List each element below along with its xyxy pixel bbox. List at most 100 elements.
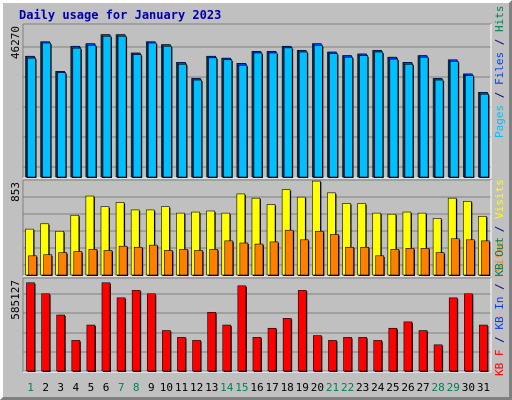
day-label: 8	[133, 381, 140, 394]
sites-bar	[209, 249, 218, 276]
panel-kbytes-y-max-label: 585127	[9, 280, 22, 320]
day-label: 28	[432, 381, 445, 394]
day-label: 24	[371, 381, 385, 394]
kb-f-bar	[116, 297, 126, 372]
day-label: 17	[265, 381, 278, 394]
sites-bar	[254, 243, 264, 276]
sites-bar	[435, 252, 445, 276]
legend-kb-f: KB F	[493, 350, 506, 377]
panel-visits-sites-legend-separator: /	[493, 219, 506, 239]
sites-bar	[73, 251, 83, 276]
pages-bar	[253, 52, 263, 178]
kb-f-bar	[388, 327, 398, 372]
kb-f-bar	[313, 335, 322, 372]
pages-bar	[419, 56, 429, 178]
pages-bar	[208, 57, 217, 178]
kb-f-bar	[86, 324, 96, 372]
pages-bar	[193, 79, 202, 178]
kb-f-bar	[282, 318, 292, 372]
kb-f-bar	[373, 340, 383, 372]
day-label: 19	[296, 381, 309, 394]
kb-f-bar	[56, 314, 65, 372]
sites-bar	[179, 249, 188, 276]
day-label: 29	[447, 381, 460, 394]
kb-f-bar	[222, 324, 232, 372]
sites-bar	[466, 239, 475, 276]
sites-bar	[133, 246, 143, 276]
pages-bar	[163, 45, 172, 178]
pages-bar	[283, 47, 293, 178]
panel-hits-files-pages-legend: Pages / Files / Hits	[493, 6, 506, 139]
sites-bar	[103, 250, 113, 276]
day-label: 4	[73, 381, 80, 394]
pages-bar	[238, 64, 248, 178]
sites-bar	[269, 241, 279, 276]
day-label: 2	[42, 381, 49, 394]
kb-f-bar	[237, 285, 247, 372]
sites-bar	[118, 245, 128, 276]
kb-f-bar	[433, 344, 443, 372]
kb-f-bar	[297, 290, 307, 372]
legend-files: Files	[493, 52, 506, 85]
pages-bar	[132, 54, 142, 178]
pages-bar	[434, 79, 444, 178]
kb-f-bar	[343, 337, 352, 372]
day-label: 25	[386, 381, 399, 394]
sites-bar	[360, 246, 369, 276]
pages-bar	[480, 93, 489, 178]
day-label: 10	[160, 381, 173, 394]
sites-bar	[284, 229, 294, 276]
kb-f-bar	[403, 321, 413, 372]
sites-bar	[28, 255, 37, 276]
pages-bar	[147, 42, 157, 178]
day-label: 13	[205, 381, 218, 394]
legend-sites: Sites	[493, 239, 506, 272]
sites-bar	[148, 244, 158, 276]
legend-visits: Visits	[493, 179, 506, 219]
sites-bar	[315, 230, 324, 276]
pages-bar	[298, 51, 308, 178]
sites-bar	[299, 239, 309, 276]
chart-title: Daily usage for January 2023	[19, 8, 221, 22]
pages-bar	[359, 55, 368, 178]
kb-f-bar	[464, 293, 473, 372]
sites-bar	[420, 248, 430, 276]
pages-bar	[87, 44, 97, 178]
day-label: 16	[250, 381, 263, 394]
kb-f-bar	[328, 340, 337, 372]
pages-bar	[389, 58, 399, 178]
kb-f-bar	[131, 290, 141, 372]
sites-bar	[239, 242, 249, 276]
pages-bar	[344, 56, 353, 178]
day-axis-labels: 1 2 3 4 5 6 7 8 9 10 11 12 13 14 15 16 17 18 19 20 21 22 23 24 2…	[27, 381, 490, 394]
pages-bar	[329, 53, 338, 178]
panel-kbytes-legend-separator: /	[493, 330, 506, 350]
pages-bar	[404, 63, 414, 178]
legend-kb-in: KB In	[493, 297, 506, 330]
day-label: 27	[416, 381, 429, 394]
panel-kbytes: 585127 KB F / KB In / KB Out	[9, 237, 506, 376]
kb-f-bar	[162, 330, 171, 372]
sites-bar	[481, 240, 490, 276]
day-label: 23	[356, 381, 369, 394]
pages-bar	[42, 42, 51, 178]
day-label: 3	[57, 381, 64, 394]
kb-f-bar	[207, 311, 216, 372]
pages-bar	[27, 57, 36, 178]
kb-f-bar	[267, 327, 277, 372]
day-label: 12	[190, 381, 203, 394]
day-label: 21	[326, 381, 339, 394]
pages-bar	[314, 44, 323, 178]
chart-panels: 46270 Pages / Files / Hits 853 Sites / Visi…	[9, 6, 506, 377]
panel-visits-sites-legend: Sites / Visits	[493, 179, 506, 272]
legend-hits: Hits	[493, 6, 506, 33]
sites-bar	[375, 255, 385, 276]
kb-f-bar	[479, 324, 488, 372]
kb-f-bar	[192, 340, 201, 372]
day-label: 31	[477, 381, 490, 394]
pages-bar	[223, 59, 233, 178]
day-label: 18	[281, 381, 294, 394]
day-label: 6	[103, 381, 110, 394]
day-label: 11	[175, 381, 188, 394]
